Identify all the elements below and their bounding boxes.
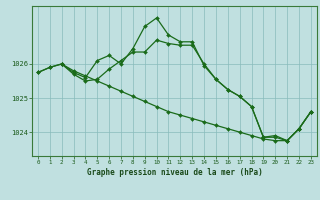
X-axis label: Graphe pression niveau de la mer (hPa): Graphe pression niveau de la mer (hPa) [86,168,262,177]
